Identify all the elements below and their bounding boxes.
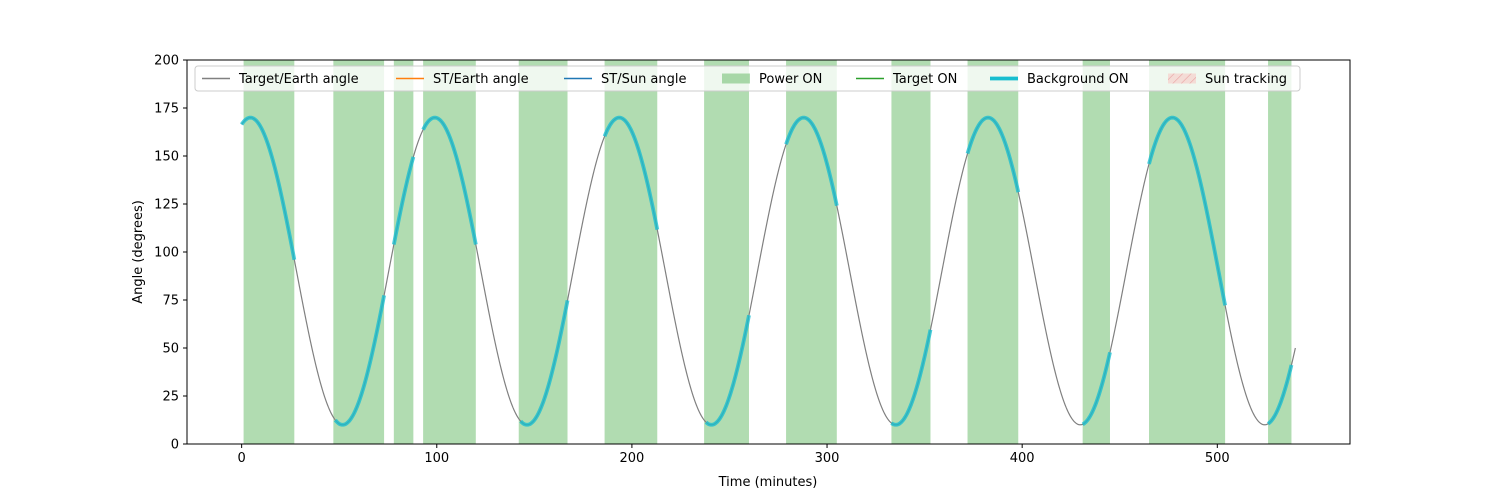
- background-on-segment: [1081, 351, 1112, 426]
- legend-label: Sun tracking: [1205, 72, 1287, 87]
- legend-label: ST/Earth angle: [433, 72, 529, 87]
- background-on-segment: [704, 314, 751, 427]
- x-tick-label: 300: [815, 451, 840, 466]
- x-tick-label: 400: [1010, 451, 1035, 466]
- legend-label: Power ON: [759, 72, 822, 87]
- power-on-bands: [243, 60, 1292, 444]
- y-tick-label: 200: [154, 54, 179, 69]
- background-on-segment: [1266, 364, 1294, 426]
- power-on-band: [243, 60, 295, 444]
- background-on-segment: [784, 115, 839, 207]
- x-tick-label: 200: [619, 451, 644, 466]
- power-on-band: [967, 60, 1019, 444]
- background-on-segment: [421, 115, 478, 245]
- power-on-band: [333, 60, 385, 444]
- background-on-segment: [519, 300, 570, 427]
- legend-label: Target/Earth angle: [238, 72, 359, 87]
- target-earth-angle-line: [241, 116, 1296, 426]
- power-on-band: [1082, 60, 1110, 444]
- y-tick-label: 175: [154, 102, 179, 117]
- power-on-band: [704, 60, 749, 444]
- y-tick-label: 75: [162, 294, 179, 309]
- y-tick-label: 0: [171, 438, 179, 453]
- background-on-segment: [890, 329, 933, 427]
- power-on-band: [786, 60, 837, 444]
- background-on-segment: [602, 115, 660, 230]
- power-on-band: [891, 60, 931, 444]
- legend-label: Target ON: [892, 72, 957, 87]
- x-tick-label: 0: [237, 451, 245, 466]
- angle-lines: [240, 115, 1296, 427]
- power-on-band: [393, 60, 414, 444]
- x-tick-label: 500: [1205, 451, 1230, 466]
- y-axis-ticks: 0 25 50 75 100 125 150 175 200: [154, 54, 187, 453]
- x-tick-label: 100: [424, 451, 449, 466]
- y-tick-label: 100: [154, 246, 179, 261]
- y-tick-label: 150: [154, 150, 179, 165]
- background-on-segment: [965, 115, 1021, 193]
- legend-frame: [194, 65, 1301, 92]
- y-tick-label: 25: [162, 390, 179, 405]
- legend-swatch-hatch: [1168, 73, 1196, 84]
- y-tick-label: 50: [162, 342, 179, 357]
- legend-swatch: [722, 73, 750, 84]
- power-on-band: [518, 60, 568, 444]
- background-on-segment: [391, 156, 416, 245]
- background-on-segment: [1147, 115, 1227, 306]
- power-on-band: [604, 60, 658, 444]
- power-on-band: [423, 60, 476, 444]
- background-on-segment: [240, 115, 297, 261]
- x-axis-ticks: 0 100 200 300 400 500: [237, 444, 1230, 466]
- legend: Target/Earth angle ST/Earth angle ST/Sun a…: [194, 65, 1301, 92]
- legend-label: Background ON: [1027, 72, 1129, 87]
- x-axis-label: Time (minutes): [718, 475, 818, 490]
- background-on-segment: [333, 294, 386, 427]
- power-on-band: [1268, 60, 1292, 444]
- legend-label: ST/Sun angle: [601, 72, 687, 87]
- y-axis-label: Angle (degrees): [131, 200, 146, 304]
- y-tick-label: 125: [154, 198, 179, 213]
